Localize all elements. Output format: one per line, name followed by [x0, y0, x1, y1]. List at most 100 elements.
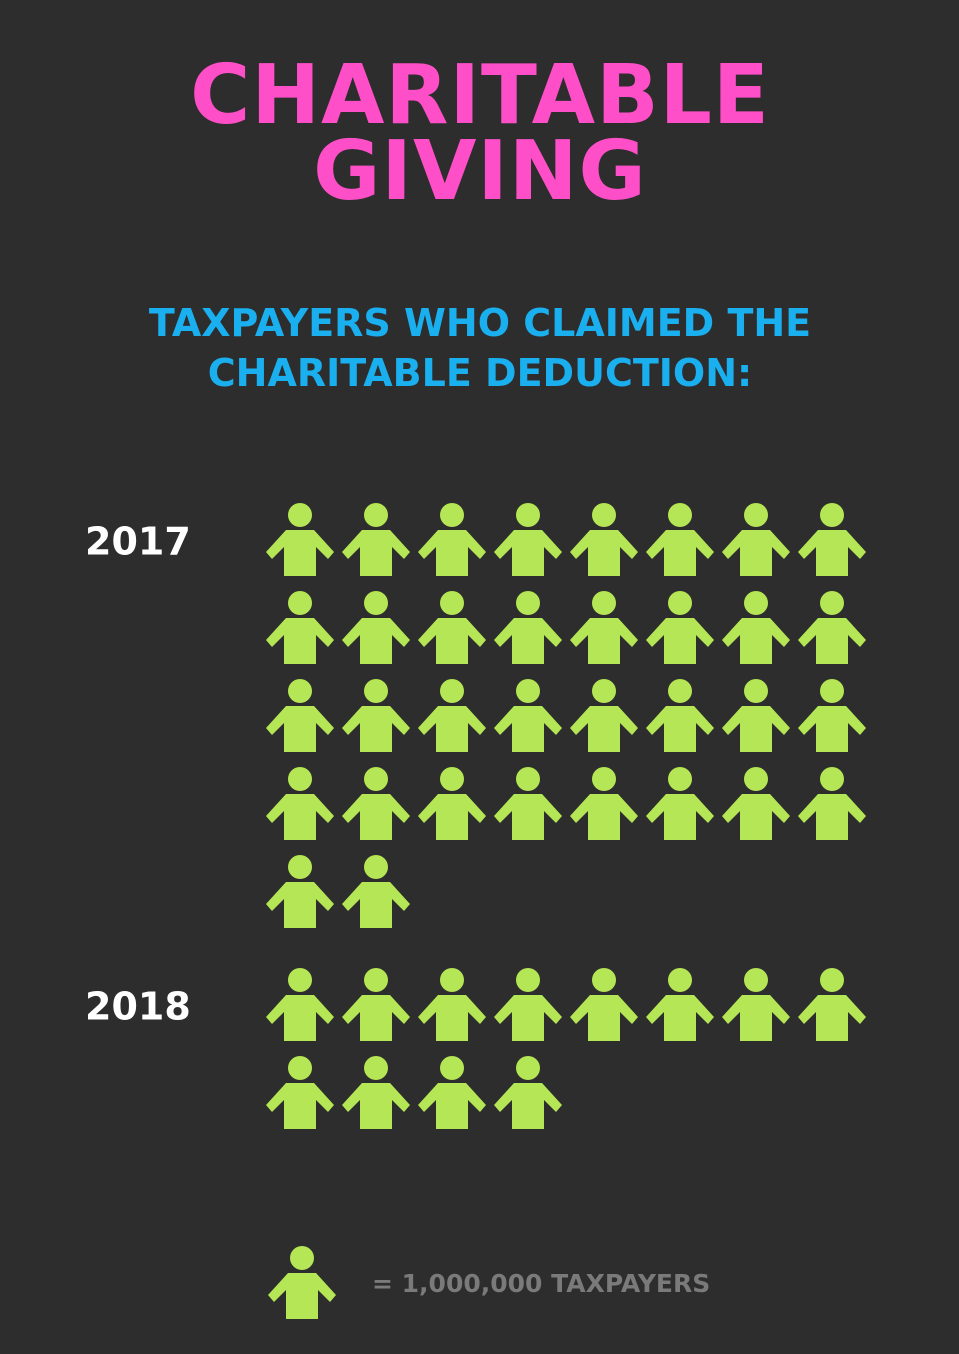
icon-head: [516, 503, 540, 527]
person-icon: [342, 1056, 410, 1129]
icon-head: [516, 679, 540, 703]
icon-body: [418, 706, 486, 752]
icon-head: [668, 767, 692, 791]
icon-head: [744, 968, 768, 992]
icon-head: [440, 968, 464, 992]
icon-head: [744, 767, 768, 791]
icon-head: [290, 1246, 314, 1270]
icon-body: [266, 618, 334, 664]
icon-body: [418, 794, 486, 840]
person-icon: [494, 767, 562, 840]
person-icon: [342, 767, 410, 840]
icon-head: [668, 679, 692, 703]
person-icon: [266, 679, 334, 752]
person-icon: [494, 503, 562, 576]
icon-head: [288, 855, 312, 879]
person-icon: [418, 591, 486, 664]
icon-body: [646, 995, 714, 1041]
icon-body: [570, 995, 638, 1041]
icon-head: [820, 767, 844, 791]
icon-body: [570, 794, 638, 840]
icon-head: [288, 679, 312, 703]
icon-body: [722, 618, 790, 664]
icon-head: [592, 591, 616, 615]
icon-head: [364, 968, 388, 992]
icon-body: [646, 706, 714, 752]
category-label: 2018: [85, 985, 191, 1029]
person-icon: [494, 591, 562, 664]
icon-body: [570, 618, 638, 664]
icon-body: [722, 794, 790, 840]
person-icon: [646, 968, 714, 1041]
person-icon: [494, 1056, 562, 1129]
icon-body: [418, 1083, 486, 1129]
icon-head: [820, 968, 844, 992]
icon-body: [798, 530, 866, 576]
icon-body: [798, 618, 866, 664]
person-icon: [722, 767, 790, 840]
icon-body: [266, 530, 334, 576]
person-icon: [722, 503, 790, 576]
icon-body: [494, 794, 562, 840]
person-icon: [418, 968, 486, 1041]
icon-head: [744, 679, 768, 703]
person-icon: [570, 591, 638, 664]
icon-head: [440, 591, 464, 615]
icon-head: [288, 767, 312, 791]
icon-head: [744, 591, 768, 615]
icon-head: [288, 503, 312, 527]
person-icon: [570, 503, 638, 576]
person-icon: [266, 503, 334, 576]
person-icon: [266, 855, 334, 928]
person-icon: [646, 679, 714, 752]
person-icon: [266, 1056, 334, 1129]
person-icon: [722, 679, 790, 752]
person-icon: [342, 855, 410, 928]
person-icon: [342, 503, 410, 576]
person-icon: [418, 679, 486, 752]
icon-body: [494, 1083, 562, 1129]
icon-head: [592, 679, 616, 703]
person-icon: [722, 968, 790, 1041]
person-icon: [722, 591, 790, 664]
icon-head: [516, 1056, 540, 1080]
person-icon: [570, 679, 638, 752]
icon-head: [364, 679, 388, 703]
icon-head: [516, 591, 540, 615]
icon-body: [494, 618, 562, 664]
person-icon: [266, 591, 334, 664]
icon-body: [266, 882, 334, 928]
icon-head: [592, 503, 616, 527]
icon-body: [342, 995, 410, 1041]
person-icon: [342, 968, 410, 1041]
icon-body: [646, 530, 714, 576]
icon-body: [418, 995, 486, 1041]
chart-subtitle: TAXPAYERS WHO CLAIMED THE CHARITABLE DED…: [148, 301, 812, 395]
icon-body: [494, 995, 562, 1041]
legend-label: = 1,000,000 TAXPAYERS: [372, 1269, 710, 1298]
person-icon: [342, 679, 410, 752]
icon-body: [342, 1083, 410, 1129]
icon-body: [570, 530, 638, 576]
pictogram-group: [266, 503, 866, 928]
person-icon: [570, 767, 638, 840]
icon-head: [668, 968, 692, 992]
icon-body: [266, 706, 334, 752]
icon-head: [440, 1056, 464, 1080]
icon-head: [820, 503, 844, 527]
person-icon: [494, 968, 562, 1041]
icon-body: [266, 995, 334, 1041]
category-label: 2017: [85, 520, 191, 564]
icon-head: [288, 1056, 312, 1080]
icon-body: [342, 882, 410, 928]
icon-head: [364, 503, 388, 527]
icon-head: [288, 591, 312, 615]
icon-body: [266, 1083, 334, 1129]
person-icon: [266, 767, 334, 840]
icon-body: [798, 995, 866, 1041]
icon-head: [440, 679, 464, 703]
person-icon: [418, 503, 486, 576]
person-icon: [342, 591, 410, 664]
person-icon: [570, 968, 638, 1041]
